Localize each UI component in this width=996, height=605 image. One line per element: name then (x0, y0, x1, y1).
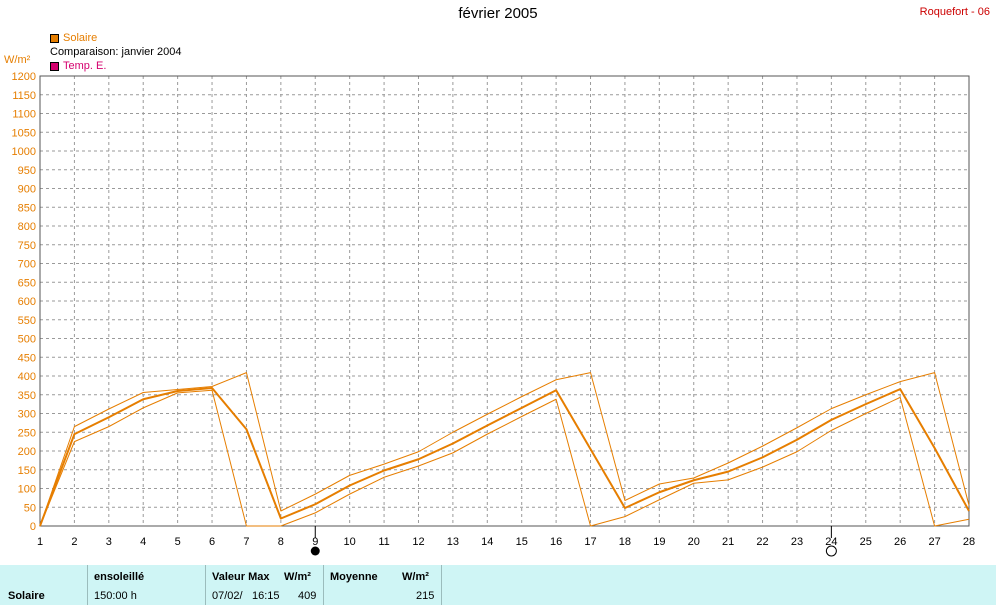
y-tick-label: 1000 (12, 146, 36, 158)
stats-series-cell: Solaire (0, 565, 88, 605)
legend: Solaire Comparaison: janvier 2004 Temp. … (50, 31, 181, 73)
station-name: Roquefort - 06 (919, 6, 990, 18)
y-tick-label: 950 (18, 165, 36, 177)
y-tick-label: 350 (18, 390, 36, 402)
y-axis-unit: W/m² (4, 54, 31, 66)
stats-mean-value: 215 (416, 590, 435, 602)
stats-mean-header: Moyenne (330, 571, 378, 583)
x-tick-label: 2 (71, 536, 77, 548)
stats-max-header: Valeur Max (212, 571, 270, 583)
y-tick-label: 750 (18, 240, 36, 252)
plot-frame (39, 75, 970, 527)
x-tick-label: 17 (584, 536, 596, 548)
y-tick-label: 250 (18, 427, 36, 439)
marker-filled-circle (310, 546, 320, 556)
y-tick-label: 50 (24, 502, 36, 514)
x-tick-label: 25 (860, 536, 872, 548)
y-tick-label: 0 (30, 521, 36, 533)
x-tick-label: 6 (209, 536, 215, 548)
stats-mean-unit: W/m² (402, 571, 429, 583)
y-tick-label: 1100 (12, 109, 36, 121)
legend-label-solaire: Solaire (63, 32, 98, 44)
x-tick-label: 13 (447, 536, 459, 548)
legend-swatch-solaire (50, 33, 59, 43)
x-tick-label: 21 (722, 536, 734, 548)
series-line-max (39, 372, 970, 527)
stats-mean-cell: Moyenne W/m² 215 (324, 565, 442, 605)
x-tick-label: 18 (619, 536, 631, 548)
stats-max-date: 07/02/ (212, 590, 243, 602)
series-line-mean (39, 387, 970, 527)
y-tick-label: 800 (18, 221, 36, 233)
x-tick-label: 20 (688, 536, 700, 548)
x-tick-label: 14 (481, 536, 493, 548)
y-tick-label: 500 (18, 334, 36, 346)
stats-sunshine-value: 150:00 h (94, 590, 137, 602)
stats-max-time: 16:15 (252, 590, 280, 602)
x-tick-label: 19 (653, 536, 665, 548)
y-tick-label: 900 (18, 184, 36, 196)
stats-max-value: 409 (298, 590, 317, 602)
x-tick-label: 16 (550, 536, 562, 548)
y-tick-label: 300 (18, 409, 36, 421)
x-tick-label: 23 (791, 536, 803, 548)
stats-series-label: Solaire (8, 590, 45, 602)
x-tick-label: 5 (175, 536, 181, 548)
x-tick-label: 12 (412, 536, 424, 548)
y-tick-label: 200 (18, 446, 36, 458)
y-tick-label: 850 (18, 202, 36, 214)
marker-open-circle (825, 545, 837, 557)
x-tick-label: 24 (825, 536, 837, 548)
stats-max-unit: W/m² (284, 571, 311, 583)
chart-plot: 0 50 100 150 200 250 300 350 400 450 500 550 600 650 7… (12, 71, 975, 557)
x-tick-label: 26 (894, 536, 906, 548)
x-tick-label: 8 (278, 536, 284, 548)
y-tick-label: 450 (18, 352, 36, 364)
x-tick-label: 27 (928, 536, 940, 548)
x-tick-label: 7 (243, 536, 249, 548)
x-tick-label: 15 (516, 536, 528, 548)
legend-label-temp: Temp. E. (63, 60, 107, 72)
legend-swatch-temp (50, 61, 59, 71)
y-tick-label: 1200 (12, 71, 36, 83)
legend-item-temp[interactable]: Temp. E. (50, 59, 181, 73)
y-tick-label: 1150 (12, 90, 36, 102)
y-tick-label: 400 (18, 371, 36, 383)
y-tick-label: 650 (18, 277, 36, 289)
stats-footer: Solaire ensoleillé 150:00 h Valeur Max W… (0, 565, 996, 605)
y-tick-label: 550 (18, 315, 36, 327)
stats-sunshine-header: ensoleillé (94, 571, 145, 583)
x-tick-label: 22 (756, 536, 768, 548)
x-tick-label: 28 (963, 536, 975, 548)
x-tick-label: 3 (106, 536, 112, 548)
x-tick-label: 10 (344, 536, 356, 548)
x-tick-label: 1 (37, 536, 43, 548)
y-tick-label: 100 (18, 484, 36, 496)
stats-sunshine-cell: ensoleillé 150:00 h (88, 565, 206, 605)
stats-max-cell: Valeur Max W/m² 07/02/ 16:15 409 (206, 565, 324, 605)
y-tick-label: 150 (18, 465, 36, 477)
chart-title: février 2005 (458, 5, 538, 22)
legend-item-solaire[interactable]: Solaire (50, 31, 181, 45)
y-tick-label: 700 (18, 259, 36, 271)
y-tick-label: 600 (18, 296, 36, 308)
y-tick-label: 1050 (12, 127, 36, 139)
x-tick-label: 4 (140, 536, 146, 548)
x-tick-label: 11 (378, 536, 389, 548)
x-tick-label: 9 (312, 536, 318, 548)
legend-label-comparison: Comparaison: janvier 2004 (50, 46, 182, 58)
series-line-min (39, 389, 970, 527)
legend-item-comparison: Comparaison: janvier 2004 (50, 45, 181, 59)
